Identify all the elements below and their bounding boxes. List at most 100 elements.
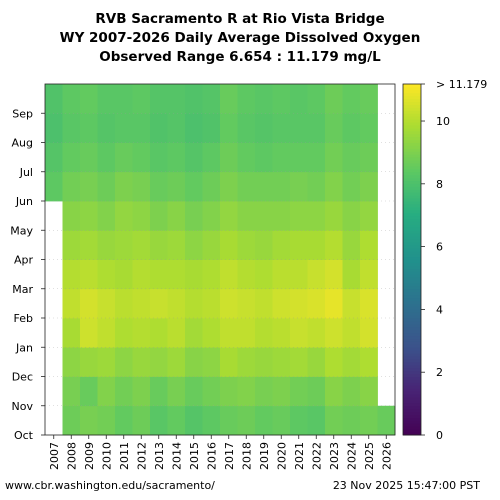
- colorbar-band: [403, 426, 421, 430]
- heatmap-cell: [325, 142, 343, 173]
- colorbar-band: [403, 320, 421, 325]
- heatmap-cell: [80, 318, 98, 348]
- heatmap-cell: [290, 113, 308, 143]
- heatmap-cell: [220, 142, 238, 173]
- heatmap-cell: [150, 84, 168, 114]
- heatmap-cell: [307, 376, 326, 407]
- heatmap-cell: [325, 288, 343, 319]
- colorbar-band: [403, 215, 421, 220]
- heatmap-cell: [80, 84, 98, 114]
- heatmap-cell: [45, 84, 63, 114]
- heatmap-cell: [150, 113, 168, 143]
- heatmap-cell: [132, 230, 151, 260]
- heatmap-cell: [97, 347, 116, 377]
- heatmap-cell: [220, 201, 238, 231]
- heatmap-cell: [202, 113, 221, 143]
- colorbar-band: [403, 396, 421, 401]
- heatmap-cell: [62, 405, 81, 436]
- heatmap-cell: [80, 347, 98, 377]
- colorbar-band: [403, 142, 421, 146]
- heatmap-cell: [62, 142, 81, 173]
- colorbar-band: [403, 160, 421, 164]
- heatmap-cell: [185, 230, 203, 260]
- colorbar-band: [403, 405, 421, 410]
- colorbar-band: [403, 361, 421, 366]
- heatmap-cell: [290, 259, 308, 290]
- y-tick-label: Sep: [12, 107, 33, 120]
- colorbar-band: [403, 133, 421, 138]
- colorbar-band: [403, 364, 421, 369]
- heatmap-cell: [185, 376, 203, 407]
- heatmap-cell: [220, 259, 238, 290]
- heatmap-cell: [185, 288, 203, 319]
- heatmap-cell: [255, 142, 273, 173]
- colorbar-band: [403, 189, 421, 193]
- colorbar-band: [403, 168, 421, 173]
- heatmap-cell: [255, 405, 273, 436]
- heatmap-cell: [97, 405, 116, 436]
- colorbar-band: [403, 224, 421, 228]
- x-tick-label: 2019: [258, 442, 271, 470]
- heatmap-chart: Oct Nov Dec Jan Feb Mar Apr May Jun Jul Aug Sep 2007…: [10, 78, 487, 470]
- colorbar-band: [403, 423, 421, 427]
- y-tick-label: Dec: [12, 371, 33, 384]
- heatmap-cell: [80, 259, 98, 290]
- heatmap-cell: [325, 201, 343, 231]
- heatmap-cell: [115, 113, 133, 143]
- heatmap-cell: [202, 405, 221, 436]
- colorbar-band: [403, 165, 421, 170]
- heatmap-cell: [237, 288, 256, 319]
- colorbar-band: [403, 326, 421, 331]
- heatmap-cell: [97, 259, 116, 290]
- colorbar-band: [403, 201, 421, 205]
- heatmap-cell: [342, 376, 361, 407]
- heatmap-cell: [220, 376, 238, 407]
- x-tick-label: 2014: [170, 442, 183, 470]
- heatmap-cell: [325, 171, 343, 202]
- heatmap-cell: [325, 259, 343, 290]
- heatmap-cell: [290, 84, 308, 114]
- colorbar-band: [403, 271, 421, 275]
- heatmap-cell: [237, 405, 256, 436]
- heatmap-cell: [97, 201, 116, 231]
- title-line-2: WY 2007-2026 Daily Average Dissolved Oxy…: [59, 30, 421, 46]
- colorbar-band: [403, 279, 421, 284]
- heatmap-cell: [307, 259, 326, 290]
- heatmap-cell: [62, 230, 81, 260]
- colorbar-band: [403, 277, 421, 281]
- heatmap-cell: [115, 230, 133, 260]
- heatmap-cell: [272, 201, 291, 231]
- heatmap-cell: [202, 347, 221, 377]
- colorbar-band: [403, 230, 421, 234]
- heatmap-cell: [272, 318, 291, 348]
- x-tick-label: 2021: [293, 442, 306, 470]
- heatmap-cell: [307, 230, 326, 260]
- colorbar-tick-label: 10: [436, 115, 450, 128]
- x-tick-label: 2025: [363, 442, 376, 470]
- colorbar-band: [403, 297, 421, 301]
- colorbar-band: [403, 218, 421, 222]
- heatmap-cell: [307, 201, 326, 231]
- heatmap-cell: [62, 201, 81, 231]
- colorbar-band: [403, 253, 421, 258]
- colorbar-band: [403, 318, 421, 322]
- heatmap-cell: [167, 288, 186, 319]
- heatmap-cell: [360, 201, 378, 231]
- colorbar-band: [403, 417, 421, 421]
- heatmap-cell: [255, 230, 273, 260]
- colorbar-band: [403, 127, 421, 132]
- heatmap-cell: [97, 230, 116, 260]
- heatmap-cell: [307, 405, 326, 436]
- y-tick-label: Aug: [12, 137, 33, 150]
- heatmap-cell: [97, 171, 116, 202]
- heatmap-cell: [150, 318, 168, 348]
- colorbar-band: [403, 388, 421, 392]
- heatmap-cell: [272, 405, 291, 436]
- heatmap-cell: [290, 171, 308, 202]
- colorbar-band: [403, 203, 421, 208]
- colorbar-band: [403, 183, 421, 187]
- heatmap-cell: [202, 376, 221, 407]
- colorbar-band: [403, 206, 421, 211]
- heatmap-cell: [290, 376, 308, 407]
- heatmap-cell: [45, 142, 63, 173]
